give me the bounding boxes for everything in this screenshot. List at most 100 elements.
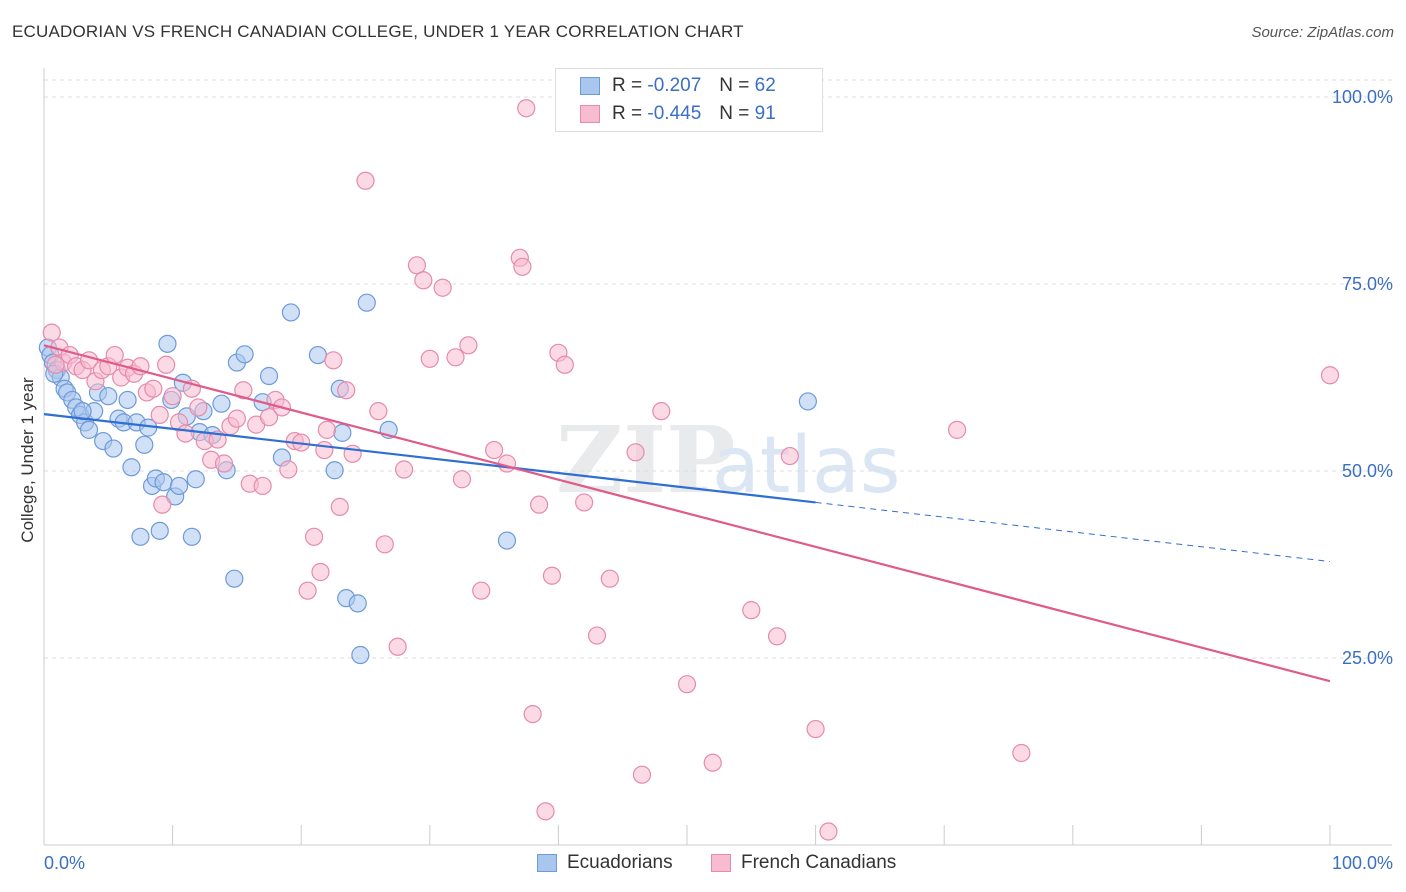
ecuadorian-trend-line xyxy=(43,413,816,504)
bottom-legend-french-canadians: French Canadians xyxy=(711,852,896,874)
x-tick-label-max: 100.0% xyxy=(1332,853,1393,873)
french-canadian-point xyxy=(394,460,414,479)
legend-row-french-canadians: R = -0.445 N = 91 xyxy=(580,101,781,127)
ecuadorian-trend-extension xyxy=(815,501,1331,563)
french-canadian-point xyxy=(632,765,652,784)
bottom-legend-swatch-ecuadorians xyxy=(537,854,557,872)
french-canadian-point xyxy=(652,402,671,421)
french-canadian-point xyxy=(947,420,967,439)
ecuadorian-point xyxy=(212,394,231,413)
ecuadorian-point xyxy=(351,645,370,665)
french-canadian-point xyxy=(407,256,427,275)
ecuadorian-point xyxy=(169,476,189,496)
french-canadian-point xyxy=(600,569,619,588)
ecuadorian-point xyxy=(259,366,279,386)
y-tick-label: 25.0% xyxy=(1342,648,1393,668)
french-canadian-point xyxy=(1012,743,1031,763)
ecuadorian-point xyxy=(182,527,201,546)
y-tick-label: 75.0% xyxy=(1342,274,1393,294)
french-canadian-point xyxy=(189,398,208,417)
french-canadian-point xyxy=(703,753,722,772)
ecuadorian-point xyxy=(135,435,154,454)
legend-r-value: -0.207 xyxy=(647,75,702,96)
chart-title: ECUADORIAN VS FRENCH CANADIAN COLLEGE, U… xyxy=(12,22,744,41)
french-canadian-point xyxy=(163,387,182,406)
legend-r-value: -0.445 xyxy=(647,103,702,124)
ecuadorian-point xyxy=(104,439,123,458)
ecuadorian-point xyxy=(122,458,141,477)
ecuadorian-point xyxy=(158,334,177,353)
ecuadorian-point xyxy=(281,303,301,322)
french-canadian-point xyxy=(497,454,517,473)
ecuadorian-point xyxy=(798,392,817,411)
legend-row-ecuadorians: R = -0.207 N = 62 xyxy=(580,73,776,99)
french-canadian-point xyxy=(542,566,562,585)
legend-n-value: 62 xyxy=(754,75,776,96)
french-canadian-point xyxy=(446,348,465,367)
french-canadian-point xyxy=(369,402,388,421)
source-label: Source: ZipAtlas.com xyxy=(1251,24,1394,41)
french-canadian-point xyxy=(780,446,799,466)
ecuadorian-point xyxy=(235,345,254,364)
french-canadian-point xyxy=(452,470,472,489)
french-canadian-point xyxy=(523,704,542,724)
ecuadorian-point xyxy=(308,345,328,365)
french-canadian-point xyxy=(626,443,645,462)
french-canadian-point xyxy=(253,476,272,496)
french-canadian-point xyxy=(414,271,433,290)
french-canadian-point xyxy=(42,323,61,342)
french-canadian-point xyxy=(513,257,532,276)
french-canadian-point xyxy=(214,454,234,473)
french-canadian-point xyxy=(176,424,195,443)
y-axis-label: College, Under 1 year xyxy=(18,377,37,543)
french-canadian-point xyxy=(555,355,574,374)
ecuadorian-point xyxy=(357,293,376,312)
legend-r-label: R = xyxy=(612,75,643,96)
bottom-legend-label-ecuadorians: Ecuadorians xyxy=(567,852,673,873)
ecuadorian-point xyxy=(325,461,344,480)
french-canadian-point xyxy=(677,675,697,694)
legend-n-label: N = xyxy=(719,103,750,124)
french-canadian-point xyxy=(517,99,536,118)
ecuadorian-point xyxy=(131,527,150,546)
french-canadian-point xyxy=(388,637,407,656)
bottom-legend-label-french-canadians: French Canadians xyxy=(741,852,897,873)
french-canadian-point xyxy=(234,381,253,400)
french-canadian-point xyxy=(324,351,343,370)
french-canadian-point xyxy=(311,562,330,582)
ecuadorian-point xyxy=(79,420,99,439)
french-canadian-point xyxy=(1320,366,1340,385)
ecuadorian-point xyxy=(154,473,173,492)
watermark-atlas: atlas xyxy=(712,421,901,511)
y-tick-label: 50.0% xyxy=(1342,461,1393,481)
french-canadian-point xyxy=(315,440,334,460)
ecuadorian-point xyxy=(99,387,118,406)
french-canadian-trend-line xyxy=(43,344,1331,683)
french-canadian-point xyxy=(227,409,246,428)
french-canadian-point xyxy=(806,719,825,739)
french-canadian-point xyxy=(153,495,172,514)
french-canadian-point xyxy=(150,405,169,424)
legend-n-label: N = xyxy=(719,75,750,96)
ecuadorian-point xyxy=(186,470,205,489)
french-canadian-point xyxy=(767,627,787,646)
legend-swatch-ecuadorians xyxy=(580,77,600,95)
french-canadian-point xyxy=(536,802,555,821)
french-canadian-point xyxy=(317,420,337,439)
french-canadian-point xyxy=(472,581,491,600)
french-canadian-point xyxy=(157,355,176,374)
ecuadorian-point xyxy=(225,569,244,588)
french-canadian-point xyxy=(485,440,504,460)
french-canadian-point xyxy=(819,822,838,841)
bottom-legend-ecuadorians: Ecuadorians xyxy=(537,852,673,874)
legend-r-label: R = xyxy=(612,103,643,124)
french-canadian-point xyxy=(144,379,163,398)
french-canadian-point xyxy=(433,278,452,297)
french-canadian-point xyxy=(575,493,594,512)
ecuadorian-point xyxy=(348,594,367,613)
french-canadian-point xyxy=(330,497,349,517)
ecuadorian-point xyxy=(497,531,517,550)
ecuadorian-point xyxy=(118,390,137,410)
french-canadian-point xyxy=(587,626,607,645)
